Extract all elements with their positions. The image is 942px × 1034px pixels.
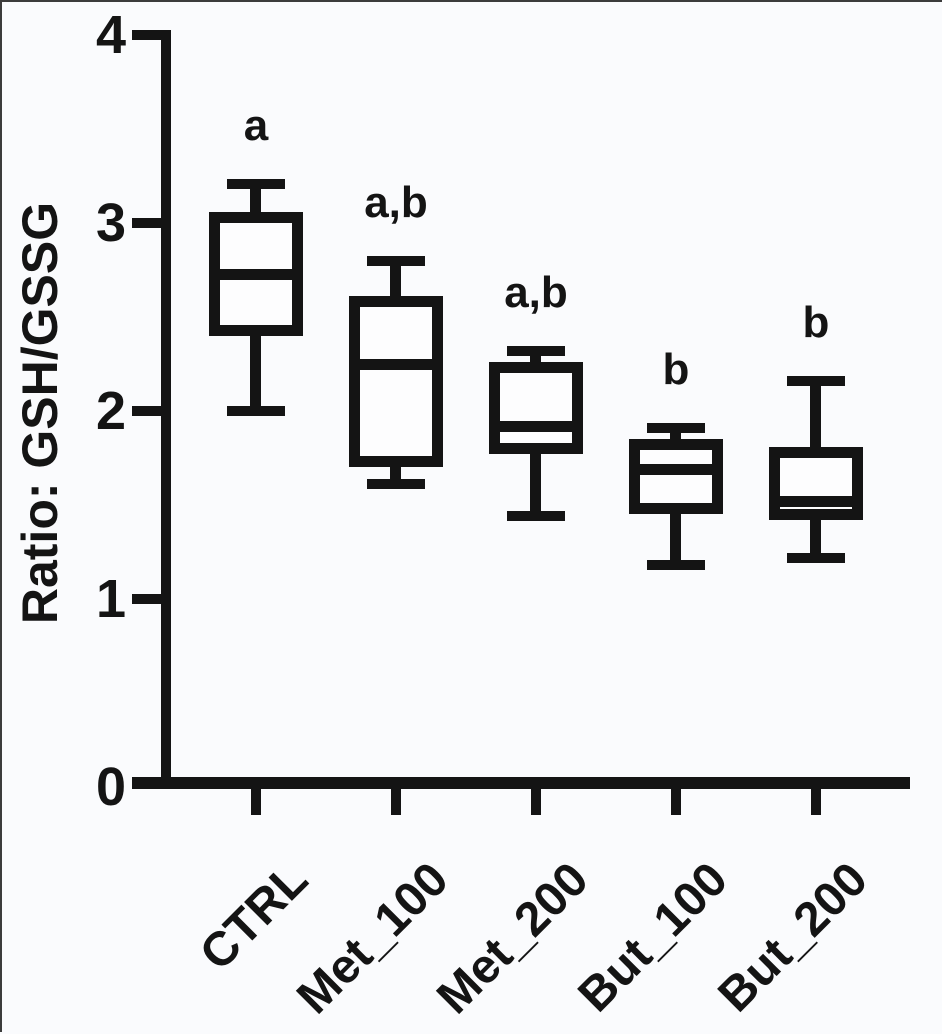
whisker-cap-top [227,179,285,189]
x-axis-tick [811,789,821,815]
x-tick-label: But_200 [708,852,879,1023]
box [629,439,723,514]
whisker-cap-top [647,423,705,433]
whisker-stem-bottom [670,510,681,565]
x-axis-line [132,777,910,789]
box [769,447,863,520]
y-tick-label: 2 [95,381,126,441]
median-line [209,269,303,280]
y-tick-label: 0 [95,757,126,817]
box [349,296,443,467]
y-tick-label: 1 [95,569,126,629]
whisker-stem-top [670,428,681,443]
whisker-stem-top [810,381,821,451]
significance-label: b [802,298,830,347]
y-axis-tick [132,594,161,604]
median-line [489,421,583,432]
whisker-cap-bottom [647,560,705,570]
y-axis-tick [132,218,161,228]
whisker-cap-top [367,256,425,266]
whisker-cap-bottom [227,406,285,416]
whisker-stem-bottom [390,463,401,484]
x-tick-label: CTRL [190,852,319,981]
significance-label: b [662,345,690,394]
whisker-stem-bottom [810,516,821,558]
x-axis-tick [671,789,681,815]
y-axis-tick [132,30,161,40]
whisker-stem-top [530,351,541,366]
whisker-stem-bottom [250,332,261,411]
y-axis-line [161,30,171,789]
whisker-stem-top [250,184,261,216]
x-axis-tick [531,789,541,815]
whisker-cap-top [787,376,845,386]
median-line [769,496,863,507]
median-line [629,464,723,475]
significance-label: a,b [504,268,568,317]
whisker-cap-top [507,346,565,356]
x-tick-label: Met_100 [286,852,459,1025]
x-tick-label: But_100 [568,852,739,1023]
box [489,362,583,454]
x-axis-tick [251,789,261,815]
significance-label: a [243,101,269,150]
y-tick-label: 4 [95,5,126,65]
x-tick-label: Met_200 [426,852,599,1025]
significance-label: a,b [364,178,428,227]
y-tick-label: 3 [95,193,126,253]
whisker-stem-bottom [530,450,541,516]
y-axis-tick [132,406,161,416]
whisker-cap-bottom [367,479,425,489]
x-axis-tick [391,789,401,815]
whisker-stem-top [390,261,401,300]
whisker-cap-bottom [507,511,565,521]
median-line [349,359,443,370]
whisker-cap-bottom [787,553,845,563]
